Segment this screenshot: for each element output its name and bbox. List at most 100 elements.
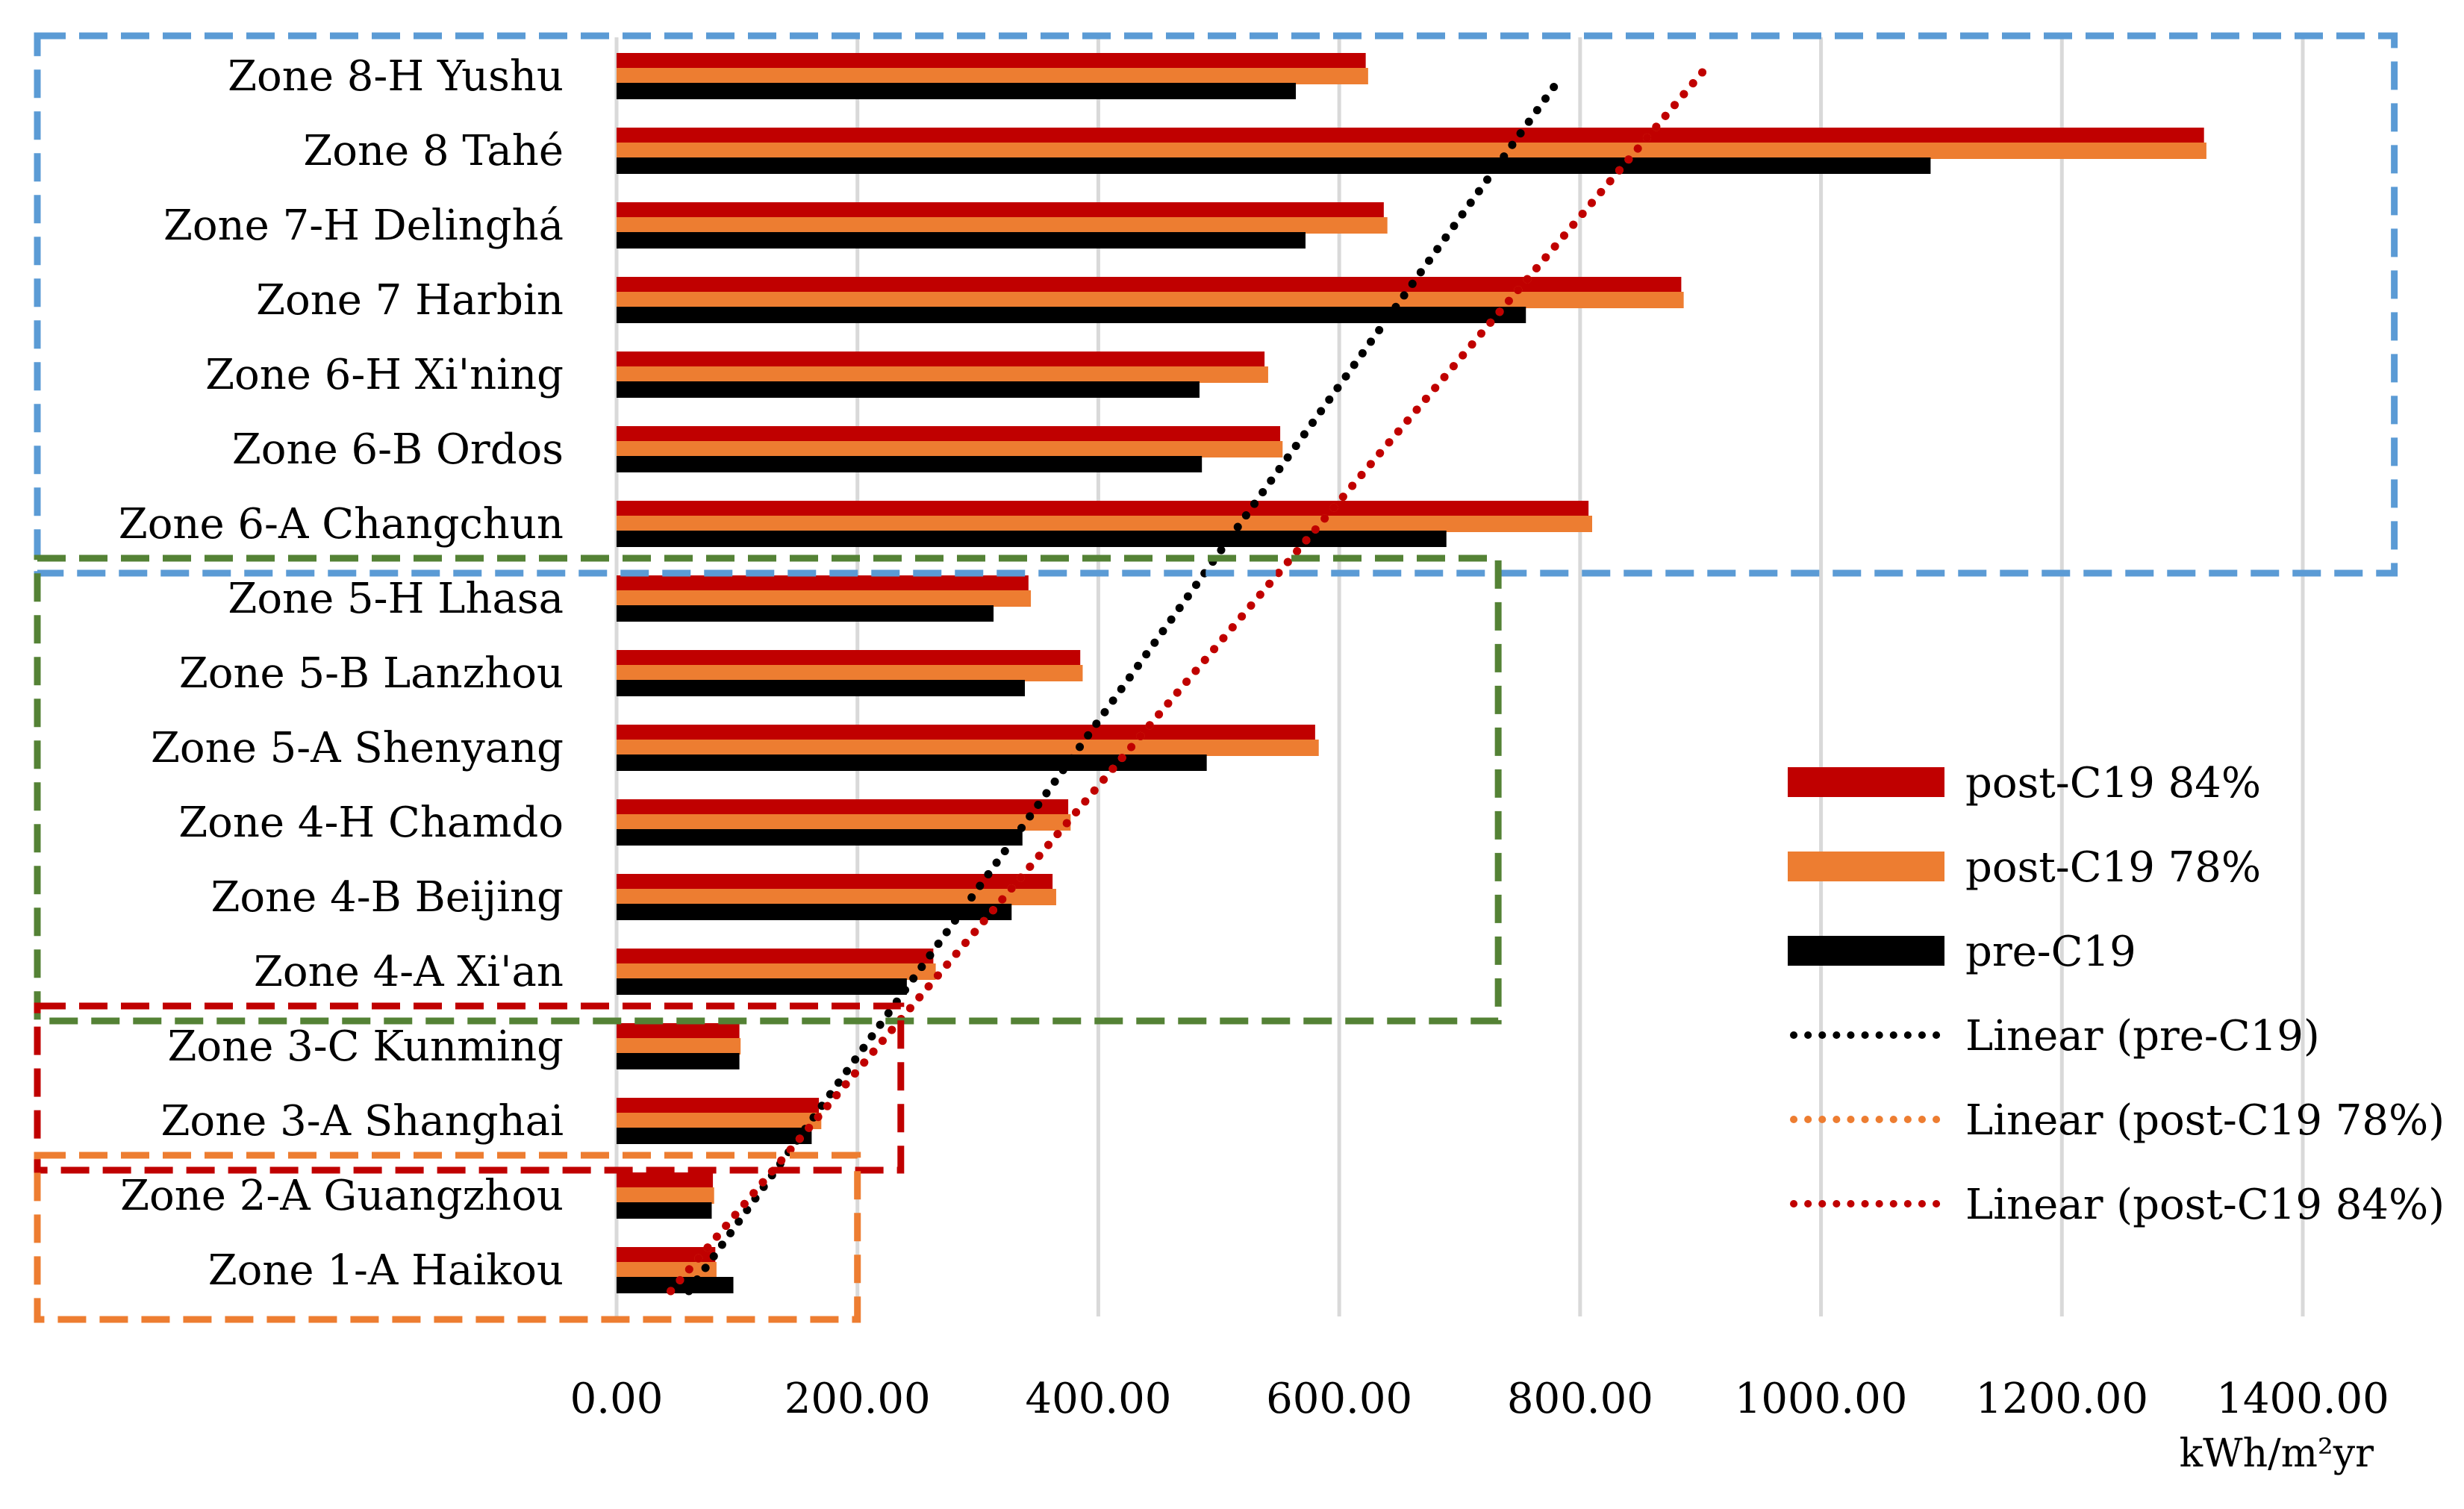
bar-post-c19-78--5: [617, 441, 1283, 457]
bar-pre-c19-6: [617, 531, 1447, 547]
legend-item-linear-post-c19-84-: Linear (post-C19 84%): [1790, 1181, 2445, 1229]
bar-post-c19-84--7: [617, 575, 1029, 592]
legend-label: Linear (post-C19 84%): [1965, 1181, 2445, 1229]
category-label: Zone 5-B Lanzhou: [179, 649, 564, 698]
bar-post-c19-78--0: [617, 68, 1368, 84]
legend-item-linear-pre-c19-: Linear (pre-C19): [1790, 1012, 2320, 1060]
bar-post-c19-78--15: [617, 1187, 714, 1204]
bar-post-c19-84--5: [617, 426, 1281, 443]
bar-post-c19-78--11: [617, 889, 1056, 905]
zone-group-cold: [34, 32, 2398, 577]
x-tick-label: 800.00: [1507, 1375, 1653, 1423]
bar-post-c19-84--14: [617, 1098, 820, 1114]
bar-post-c19-78--9: [617, 740, 1319, 756]
category-label: Zone 7-H Delinghá: [163, 201, 564, 250]
bar-post-c19-84--9: [617, 725, 1315, 741]
category-label: Zone 8 Tahé: [303, 127, 564, 175]
bar-post-c19-78--13: [617, 1038, 741, 1055]
bar-pre-c19-16: [617, 1277, 734, 1293]
bar-pre-c19-14: [617, 1128, 812, 1144]
category-label: Zone 7 Harbin: [256, 276, 564, 325]
bar-pre-c19-5: [617, 456, 1203, 472]
bar-pre-c19-15: [617, 1202, 712, 1219]
category-label: Zone 6-A Changchun: [119, 500, 564, 549]
bar-pre-c19-8: [617, 680, 1026, 696]
bar-post-c19-78--6: [617, 516, 1592, 532]
bar-post-c19-78--14: [617, 1113, 822, 1129]
bar-post-c19-78--10: [617, 814, 1071, 831]
bar-group: [617, 53, 2206, 1293]
grid-lines: [614, 37, 2305, 1316]
category-label: Zone 2-A Guangzhou: [120, 1172, 564, 1220]
legend: post-C19 84% post-C19 78% pre-C19 Linear (p…: [1788, 759, 2445, 1229]
bar-post-c19-84--1: [617, 128, 2204, 144]
x-axis-unit-label: kWh/m²yr: [2180, 1431, 2374, 1476]
category-label: Zone 1-A Haikou: [208, 1246, 564, 1295]
bar-pre-c19-11: [617, 904, 1012, 920]
bar-post-c19-84--0: [617, 53, 1366, 69]
trendline-linear-post-c19-84-: [667, 66, 1709, 1296]
bar-post-c19-78--16: [617, 1262, 717, 1278]
bar-pre-c19-9: [617, 754, 1207, 771]
bar-post-c19-78--3: [617, 292, 1684, 308]
zone-group-temperate: [34, 554, 1502, 1025]
bar-post-c19-78--4: [617, 366, 1268, 383]
bar-post-c19-78--12: [617, 963, 936, 980]
bar-post-c19-84--8: [617, 650, 1081, 666]
legend-swatch: [1788, 767, 1944, 797]
bar-post-c19-78--2: [617, 217, 1388, 234]
legend-label: Linear (pre-C19): [1965, 1012, 2320, 1060]
legend-item-post-c19-84-: post-C19 84%: [1788, 759, 2261, 807]
trendline-linear-pre-c19-: [684, 76, 1563, 1296]
x-tick-label: 200.00: [785, 1375, 931, 1423]
legend-item-pre-c19: pre-C19: [1788, 928, 2136, 976]
category-labels: Zone 8-H Yushu Zone 8 Tahé Zone 7-H Deling…: [119, 52, 564, 1295]
bar-post-c19-84--13: [617, 1023, 740, 1040]
x-tick-label: 1200.00: [1975, 1375, 2148, 1423]
legend-label: Linear (post-C19 78%): [1965, 1096, 2445, 1145]
bar-post-c19-78--1: [617, 143, 2206, 159]
category-label: Zone 5-H Lhasa: [228, 575, 564, 623]
legend-item-post-c19-78-: post-C19 78%: [1788, 843, 2261, 892]
x-tick-label: 0.00: [570, 1375, 664, 1423]
bar-pre-c19-13: [617, 1053, 740, 1069]
trendline-group: [667, 66, 1709, 1296]
bar-post-c19-78--8: [617, 665, 1083, 681]
category-label: Zone 5-A Shenyang: [151, 724, 564, 772]
category-label: Zone 3-C Kunming: [168, 1022, 564, 1071]
zone-group-warm: [34, 1002, 905, 1174]
zone-boxes: [34, 32, 2398, 1323]
bar-pre-c19-10: [617, 829, 1023, 846]
bar-post-c19-84--16: [617, 1247, 716, 1263]
category-label: Zone 4-H Chamdo: [178, 799, 564, 847]
x-tick-label: 1000.00: [1735, 1375, 1908, 1423]
bar-pre-c19-12: [617, 978, 907, 995]
bar-post-c19-84--4: [617, 352, 1265, 368]
category-label: Zone 3-A Shanghai: [160, 1097, 564, 1146]
category-label: Zone 6-H Xi'ning: [205, 351, 564, 399]
category-label: Zone 4-A Xi'an: [254, 948, 564, 996]
bar-pre-c19-4: [617, 381, 1200, 398]
bar-pre-c19-2: [617, 232, 1306, 249]
legend-swatch: [1788, 936, 1944, 966]
bar-post-c19-84--15: [617, 1172, 714, 1189]
bar-post-c19-78--7: [617, 590, 1032, 607]
legend-swatch: [1788, 852, 1944, 881]
legend-label: post-C19 84%: [1965, 759, 2261, 807]
bar-post-c19-84--6: [617, 501, 1589, 517]
bar-pre-c19-1: [617, 157, 1931, 174]
zone-group-hot: [34, 1152, 861, 1323]
category-label: Zone 6-B Ordos: [232, 425, 564, 474]
bar-pre-c19-0: [617, 83, 1297, 99]
x-tick-label: 600.00: [1266, 1375, 1412, 1423]
bar-post-c19-84--2: [617, 202, 1384, 219]
x-tick-labels: 0.00 200.00 400.00 600.00 800.00 1000.00 1200.…: [570, 1375, 2389, 1423]
legend-label: post-C19 78%: [1965, 843, 2261, 892]
bar-pre-c19-3: [617, 307, 1526, 323]
bar-pre-c19-7: [617, 605, 994, 622]
legend-label: pre-C19: [1965, 928, 2136, 976]
bar-post-c19-84--12: [617, 949, 934, 965]
legend-item-linear-post-c19-78-: Linear (post-C19 78%): [1790, 1096, 2445, 1145]
bar-post-c19-84--10: [617, 799, 1069, 816]
